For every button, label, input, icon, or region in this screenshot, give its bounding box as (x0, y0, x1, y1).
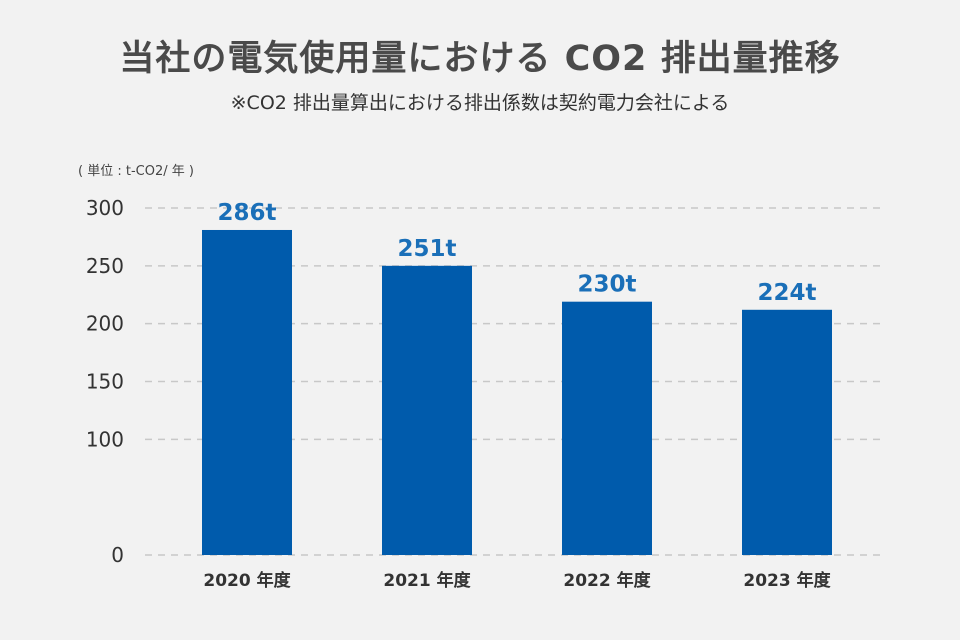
x-category-label: 2021 年度 (383, 570, 471, 591)
data-label: 251t (397, 236, 456, 262)
y-tick-label: 250 (86, 254, 124, 278)
y-tick-label: 200 (86, 312, 124, 336)
data-label: 224t (757, 280, 816, 306)
y-axis: 0 100 150 200 250 300 (86, 196, 124, 567)
chart-title: 当社の電気使用量における CO2 排出量推移 (119, 39, 841, 79)
chart-subtitle: ※CO2 排出量算出における排出係数は契約電力会社による (230, 92, 730, 114)
x-category-label: 2020 年度 (203, 570, 291, 591)
bar (562, 301, 652, 555)
bars (202, 229, 832, 555)
x-axis: 2020 年度 2021 年度 2022 年度 2023 年度 (203, 570, 831, 591)
x-category-label: 2022 年度 (563, 570, 651, 591)
x-category-label: 2023 年度 (743, 570, 831, 591)
y-tick-label: 100 (86, 427, 124, 451)
y-tick-label: 150 (86, 370, 124, 394)
data-label: 286t (217, 200, 276, 226)
data-label: 230t (577, 272, 636, 298)
bar (382, 265, 472, 555)
unit-label: ( 単位 : t-CO2/ 年 ) (78, 164, 194, 179)
data-labels: 286t 251t 230t 224t (217, 200, 816, 306)
bar (202, 229, 292, 555)
y-tick-label: 300 (86, 196, 124, 220)
y-tick-label: 0 (111, 543, 124, 567)
bar (742, 309, 832, 555)
